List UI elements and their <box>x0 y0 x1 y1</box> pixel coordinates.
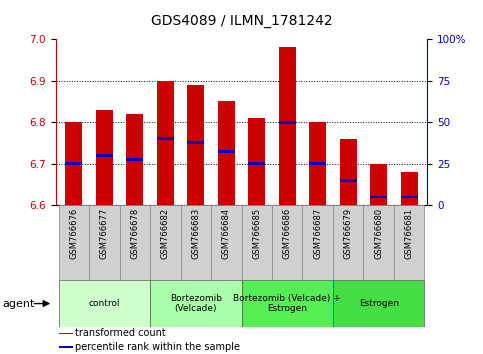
Bar <box>150 205 181 280</box>
Bar <box>96 154 113 157</box>
Bar <box>66 162 82 165</box>
Text: GSM766676: GSM766676 <box>70 207 78 259</box>
Bar <box>89 205 120 280</box>
Bar <box>340 179 356 182</box>
Bar <box>370 195 387 199</box>
Bar <box>394 205 425 280</box>
Text: GSM766680: GSM766680 <box>374 207 383 259</box>
Bar <box>127 114 143 205</box>
Bar <box>401 195 417 199</box>
Bar <box>248 118 265 205</box>
Bar <box>333 205 363 280</box>
Bar <box>309 162 326 165</box>
Text: GSM766684: GSM766684 <box>222 207 231 259</box>
Bar <box>302 205 333 280</box>
Bar <box>59 347 72 348</box>
Text: GSM766686: GSM766686 <box>283 207 292 259</box>
Text: control: control <box>88 299 120 308</box>
Text: transformed count: transformed count <box>75 329 166 338</box>
Bar <box>309 122 326 205</box>
Bar <box>248 162 265 165</box>
Text: GDS4089 / ILMN_1781242: GDS4089 / ILMN_1781242 <box>151 14 332 28</box>
Text: GSM766678: GSM766678 <box>130 207 139 259</box>
Bar <box>187 85 204 205</box>
Bar <box>211 205 242 280</box>
Bar <box>272 205 302 280</box>
Bar <box>218 101 235 205</box>
Text: GSM766681: GSM766681 <box>405 207 413 259</box>
Bar <box>120 205 150 280</box>
Bar <box>66 122 82 205</box>
Text: GSM766683: GSM766683 <box>191 207 200 259</box>
Bar <box>187 142 204 144</box>
Bar <box>242 205 272 280</box>
Bar <box>401 172 417 205</box>
Text: GSM766682: GSM766682 <box>161 207 170 259</box>
Bar <box>279 121 296 124</box>
Bar <box>59 333 72 334</box>
Text: Bortezomib
(Velcade): Bortezomib (Velcade) <box>170 294 222 313</box>
Text: GSM766677: GSM766677 <box>100 207 109 259</box>
Bar <box>370 164 387 205</box>
Text: GSM766685: GSM766685 <box>252 207 261 259</box>
Bar <box>333 280 425 327</box>
Text: GSM766687: GSM766687 <box>313 207 322 259</box>
Text: Bortezomib (Velcade) +
Estrogen: Bortezomib (Velcade) + Estrogen <box>233 294 341 313</box>
Bar <box>181 205 211 280</box>
Bar <box>150 280 242 327</box>
Bar <box>242 280 333 327</box>
Bar <box>58 205 89 280</box>
Bar <box>157 80 174 205</box>
Bar <box>127 158 143 161</box>
Text: agent: agent <box>2 298 35 309</box>
Bar <box>218 150 235 153</box>
Text: Estrogen: Estrogen <box>359 299 398 308</box>
Text: percentile rank within the sample: percentile rank within the sample <box>75 342 240 352</box>
Bar <box>58 280 150 327</box>
Bar <box>96 110 113 205</box>
Bar <box>279 47 296 205</box>
Bar <box>363 205 394 280</box>
Text: GSM766679: GSM766679 <box>344 207 353 259</box>
Bar <box>340 139 356 205</box>
Bar <box>157 137 174 140</box>
